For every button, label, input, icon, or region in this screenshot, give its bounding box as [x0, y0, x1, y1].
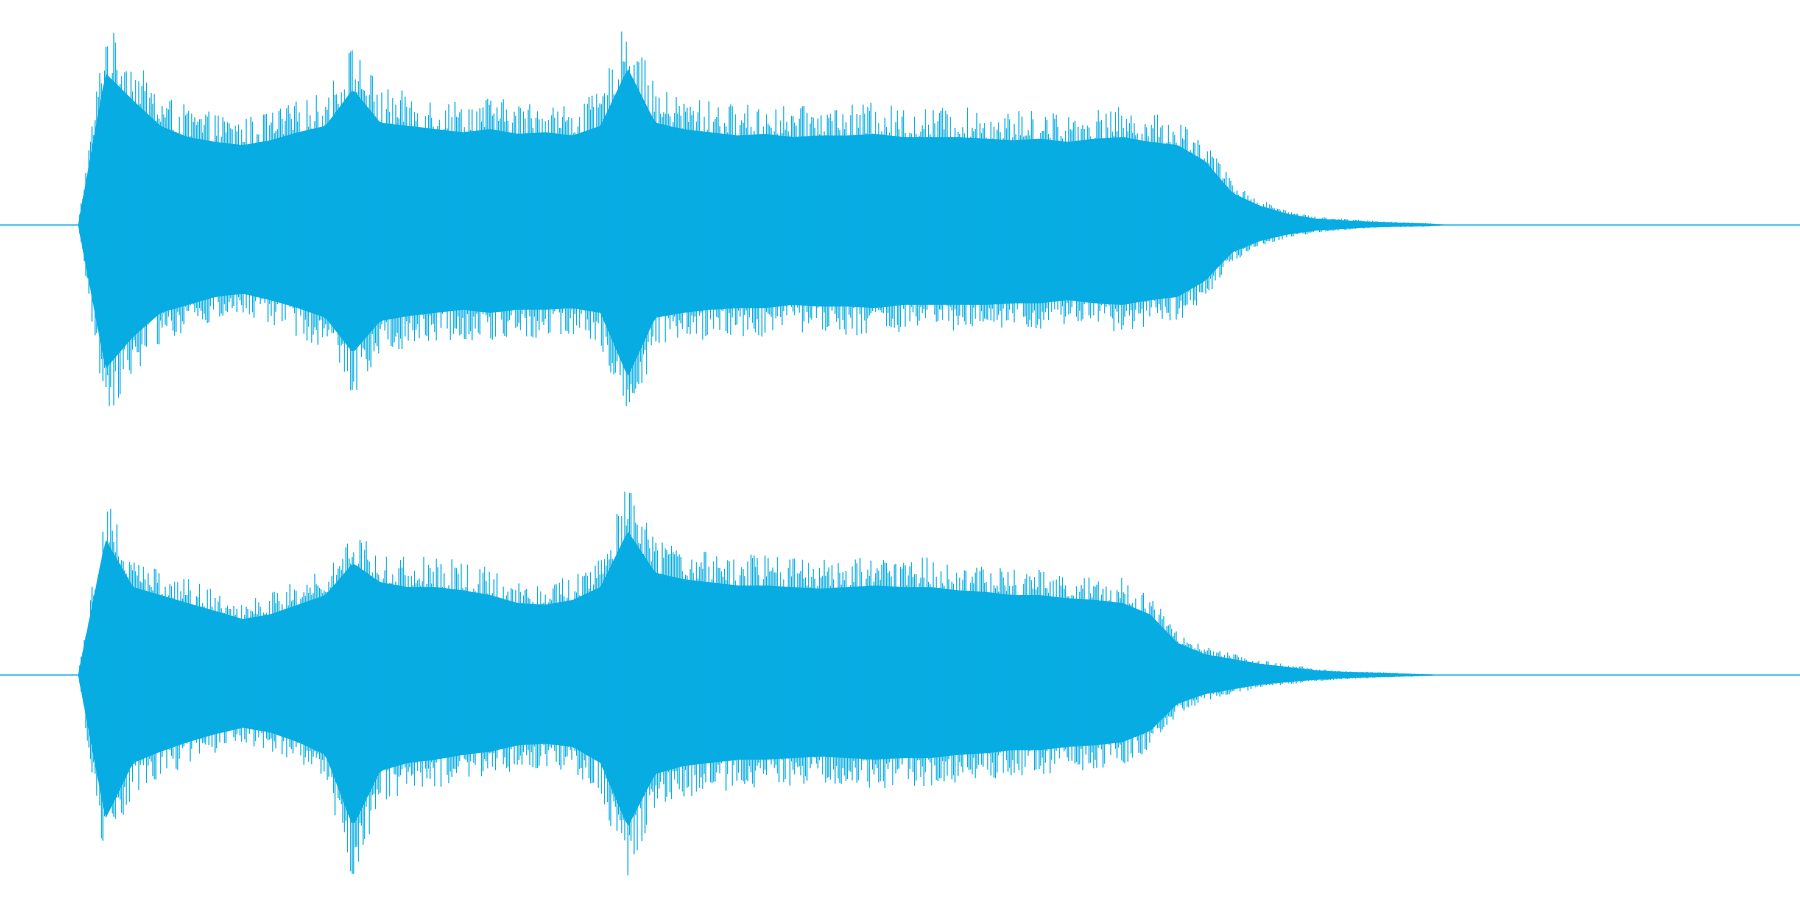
waveform-channel-2: [0, 491, 1800, 876]
waveform-channel-1: [0, 31, 1800, 407]
channel-1-detail: [79, 31, 1451, 407]
channel-2-detail: [79, 491, 1451, 876]
